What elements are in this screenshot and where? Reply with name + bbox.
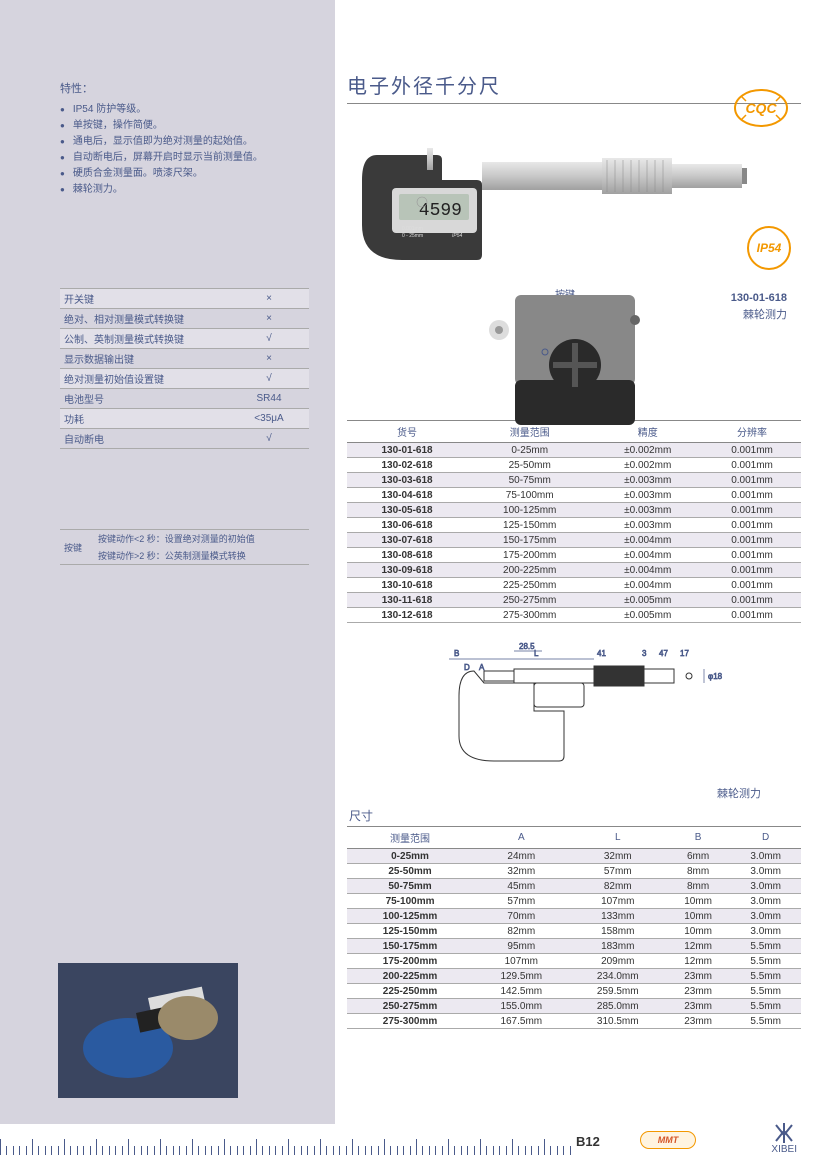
features-header: 特性： [60, 80, 309, 96]
product-image: 4599 0.001mm 0 - 25mm IP54 [347, 130, 747, 280]
detail-image [485, 280, 665, 435]
table-row: 100-125mm70mm133mm10mm3.0mm [347, 909, 801, 924]
model-code: 130-01-618 [731, 290, 787, 307]
page-number: B12 [576, 1134, 600, 1149]
table-row: 130-12-618275-300mm±0.005mm0.001mm [347, 608, 801, 623]
table-row: 50-75mm45mm82mm8mm3.0mm [347, 879, 801, 894]
svg-text:41: 41 [597, 649, 606, 658]
footer: B12 MMT XIBEI [0, 1124, 827, 1169]
table-row: 0-25mm24mm32mm6mm3.0mm [347, 849, 801, 864]
table-row: 130-01-6180-25mm±0.002mm0.001mm [347, 443, 801, 458]
feature-item: 通电后，显示值即为绝对测量的起始值。 [60, 134, 309, 150]
table-row: 150-175mm95mm183mm12mm5.5mm [347, 939, 801, 954]
svg-text:D: D [464, 663, 470, 672]
svg-text:0.001mm: 0.001mm [402, 226, 423, 232]
btn-line-1: 按键动作<2 秒：设置绝对测量的初始值 [94, 530, 309, 548]
svg-text:4599: 4599 [419, 201, 462, 221]
button-note-table: 按键 按键动作<2 秒：设置绝对测量的初始值 按键动作>2 秒：公英制测量模式转… [60, 529, 309, 565]
dimension-table: 测量范围ALBD 0-25mm24mm32mm6mm3.0mm25-50mm32… [347, 826, 801, 1029]
ruler-icon [0, 1135, 580, 1155]
svg-text:CQC: CQC [745, 100, 777, 116]
table-row: 130-08-618175-200mm±0.004mm0.001mm [347, 548, 801, 563]
spec-row: 电池型号SR44 [60, 389, 309, 409]
spec-row: 自动断电√ [60, 429, 309, 449]
table-row: 75-100mm57mm107mm10mm3.0mm [347, 894, 801, 909]
col-header: 测量范围 [347, 827, 473, 849]
svg-text:IP54: IP54 [452, 233, 463, 239]
spec-row: 绝对、相对测量模式转换键× [60, 309, 309, 329]
svg-text:28.5: 28.5 [519, 642, 535, 651]
btn-label: 按键 [60, 530, 94, 565]
col-header: B [666, 827, 730, 849]
table-row: 125-150mm82mm158mm10mm3.0mm [347, 924, 801, 939]
features-list: IP54 防护等级。单按键，操作简便。通电后，显示值即为绝对测量的起始值。自动断… [60, 102, 309, 198]
table-row: 200-225mm129.5mm234.0mm23mm5.5mm [347, 969, 801, 984]
svg-text:0 - 25mm: 0 - 25mm [402, 233, 423, 239]
col-header: 货号 [347, 421, 467, 443]
model-name: 棘轮测力 [731, 307, 787, 324]
spec-table: 开关键×绝对、相对测量模式转换键×公制、英制测量模式转换键√显示数据输出键×绝对… [60, 288, 309, 449]
col-header: L [570, 827, 666, 849]
svg-text:17: 17 [680, 649, 689, 658]
table-row: 130-05-618100-125mm±0.003mm0.001mm [347, 503, 801, 518]
table-row: 130-09-618200-225mm±0.004mm0.001mm [347, 563, 801, 578]
ip54-badge-icon: IP54 [747, 226, 791, 270]
feature-item: IP54 防护等级。 [60, 102, 309, 118]
spec-row: 开关键× [60, 289, 309, 309]
table-row: 130-07-618150-175mm±0.004mm0.001mm [347, 533, 801, 548]
xibei-logo-icon: XIBEI [771, 1123, 797, 1155]
table-row: 130-03-61850-75mm±0.003mm0.001mm [347, 473, 801, 488]
right-column: 电子外径千分尺 CQC IP54 4599 0.001mm 0 - 25mm I… [335, 0, 827, 1124]
svg-text:47: 47 [659, 649, 668, 658]
svg-text:φ18: φ18 [708, 672, 723, 681]
table-row: 225-250mm142.5mm259.5mm23mm5.5mm [347, 984, 801, 999]
col-header: D [730, 827, 801, 849]
table-row: 250-275mm155.0mm285.0mm23mm5.5mm [347, 999, 801, 1014]
table-row: 25-50mm32mm57mm8mm3.0mm [347, 864, 801, 879]
mmt-logo-icon: MMT [640, 1131, 696, 1149]
svg-text:B: B [454, 649, 459, 658]
left-column: 特性： IP54 防护等级。单按键，操作简便。通电后，显示值即为绝对测量的起始值… [0, 0, 335, 1124]
feature-item: 硬质合金测量面。喷漆尺架。 [60, 166, 309, 182]
data-table: 货号测量范围精度分辨率 130-01-6180-25mm±0.002mm0.00… [347, 420, 801, 623]
svg-text:3: 3 [642, 649, 647, 658]
table-row: 275-300mm167.5mm310.5mm23mm5.5mm [347, 1014, 801, 1029]
table-row: 130-11-618250-275mm±0.005mm0.001mm [347, 593, 801, 608]
col-header: A [473, 827, 569, 849]
cqc-badge-icon: CQC [733, 88, 789, 128]
spec-row: 功耗<35μA [60, 409, 309, 429]
table-row: 130-04-61875-100mm±0.003mm0.001mm [347, 488, 801, 503]
usage-photo [58, 963, 238, 1098]
spec-row: 显示数据输出键× [60, 349, 309, 369]
feature-item: 自动断电后，屏幕开启时显示当前测量值。 [60, 150, 309, 166]
dimension-diagram: B L 28.5 41 3 47 17 DA φ18 [384, 641, 764, 781]
table-row: 130-06-618125-150mm±0.003mm0.001mm [347, 518, 801, 533]
spec-row: 公制、英制测量模式转换键√ [60, 329, 309, 349]
btn-line-2: 按键动作>2 秒：公英制测量模式转换 [94, 547, 309, 565]
feature-item: 棘轮测力。 [60, 182, 309, 198]
svg-text:L: L [534, 649, 539, 658]
col-header: 分辨率 [703, 421, 801, 443]
svg-text:A: A [479, 663, 485, 672]
spec-row: 绝对测量初始值设置键√ [60, 369, 309, 389]
diagram-label: 棘轮测力 [347, 785, 761, 801]
table-row: 130-10-618225-250mm±0.004mm0.001mm [347, 578, 801, 593]
dim-heading: 尺寸 [349, 807, 801, 824]
table-row: 175-200mm107mm209mm12mm5.5mm [347, 954, 801, 969]
model-label: 130-01-618 棘轮测力 [731, 290, 787, 323]
table-row: 130-02-61825-50mm±0.002mm0.001mm [347, 458, 801, 473]
feature-item: 单按键，操作简便。 [60, 118, 309, 134]
